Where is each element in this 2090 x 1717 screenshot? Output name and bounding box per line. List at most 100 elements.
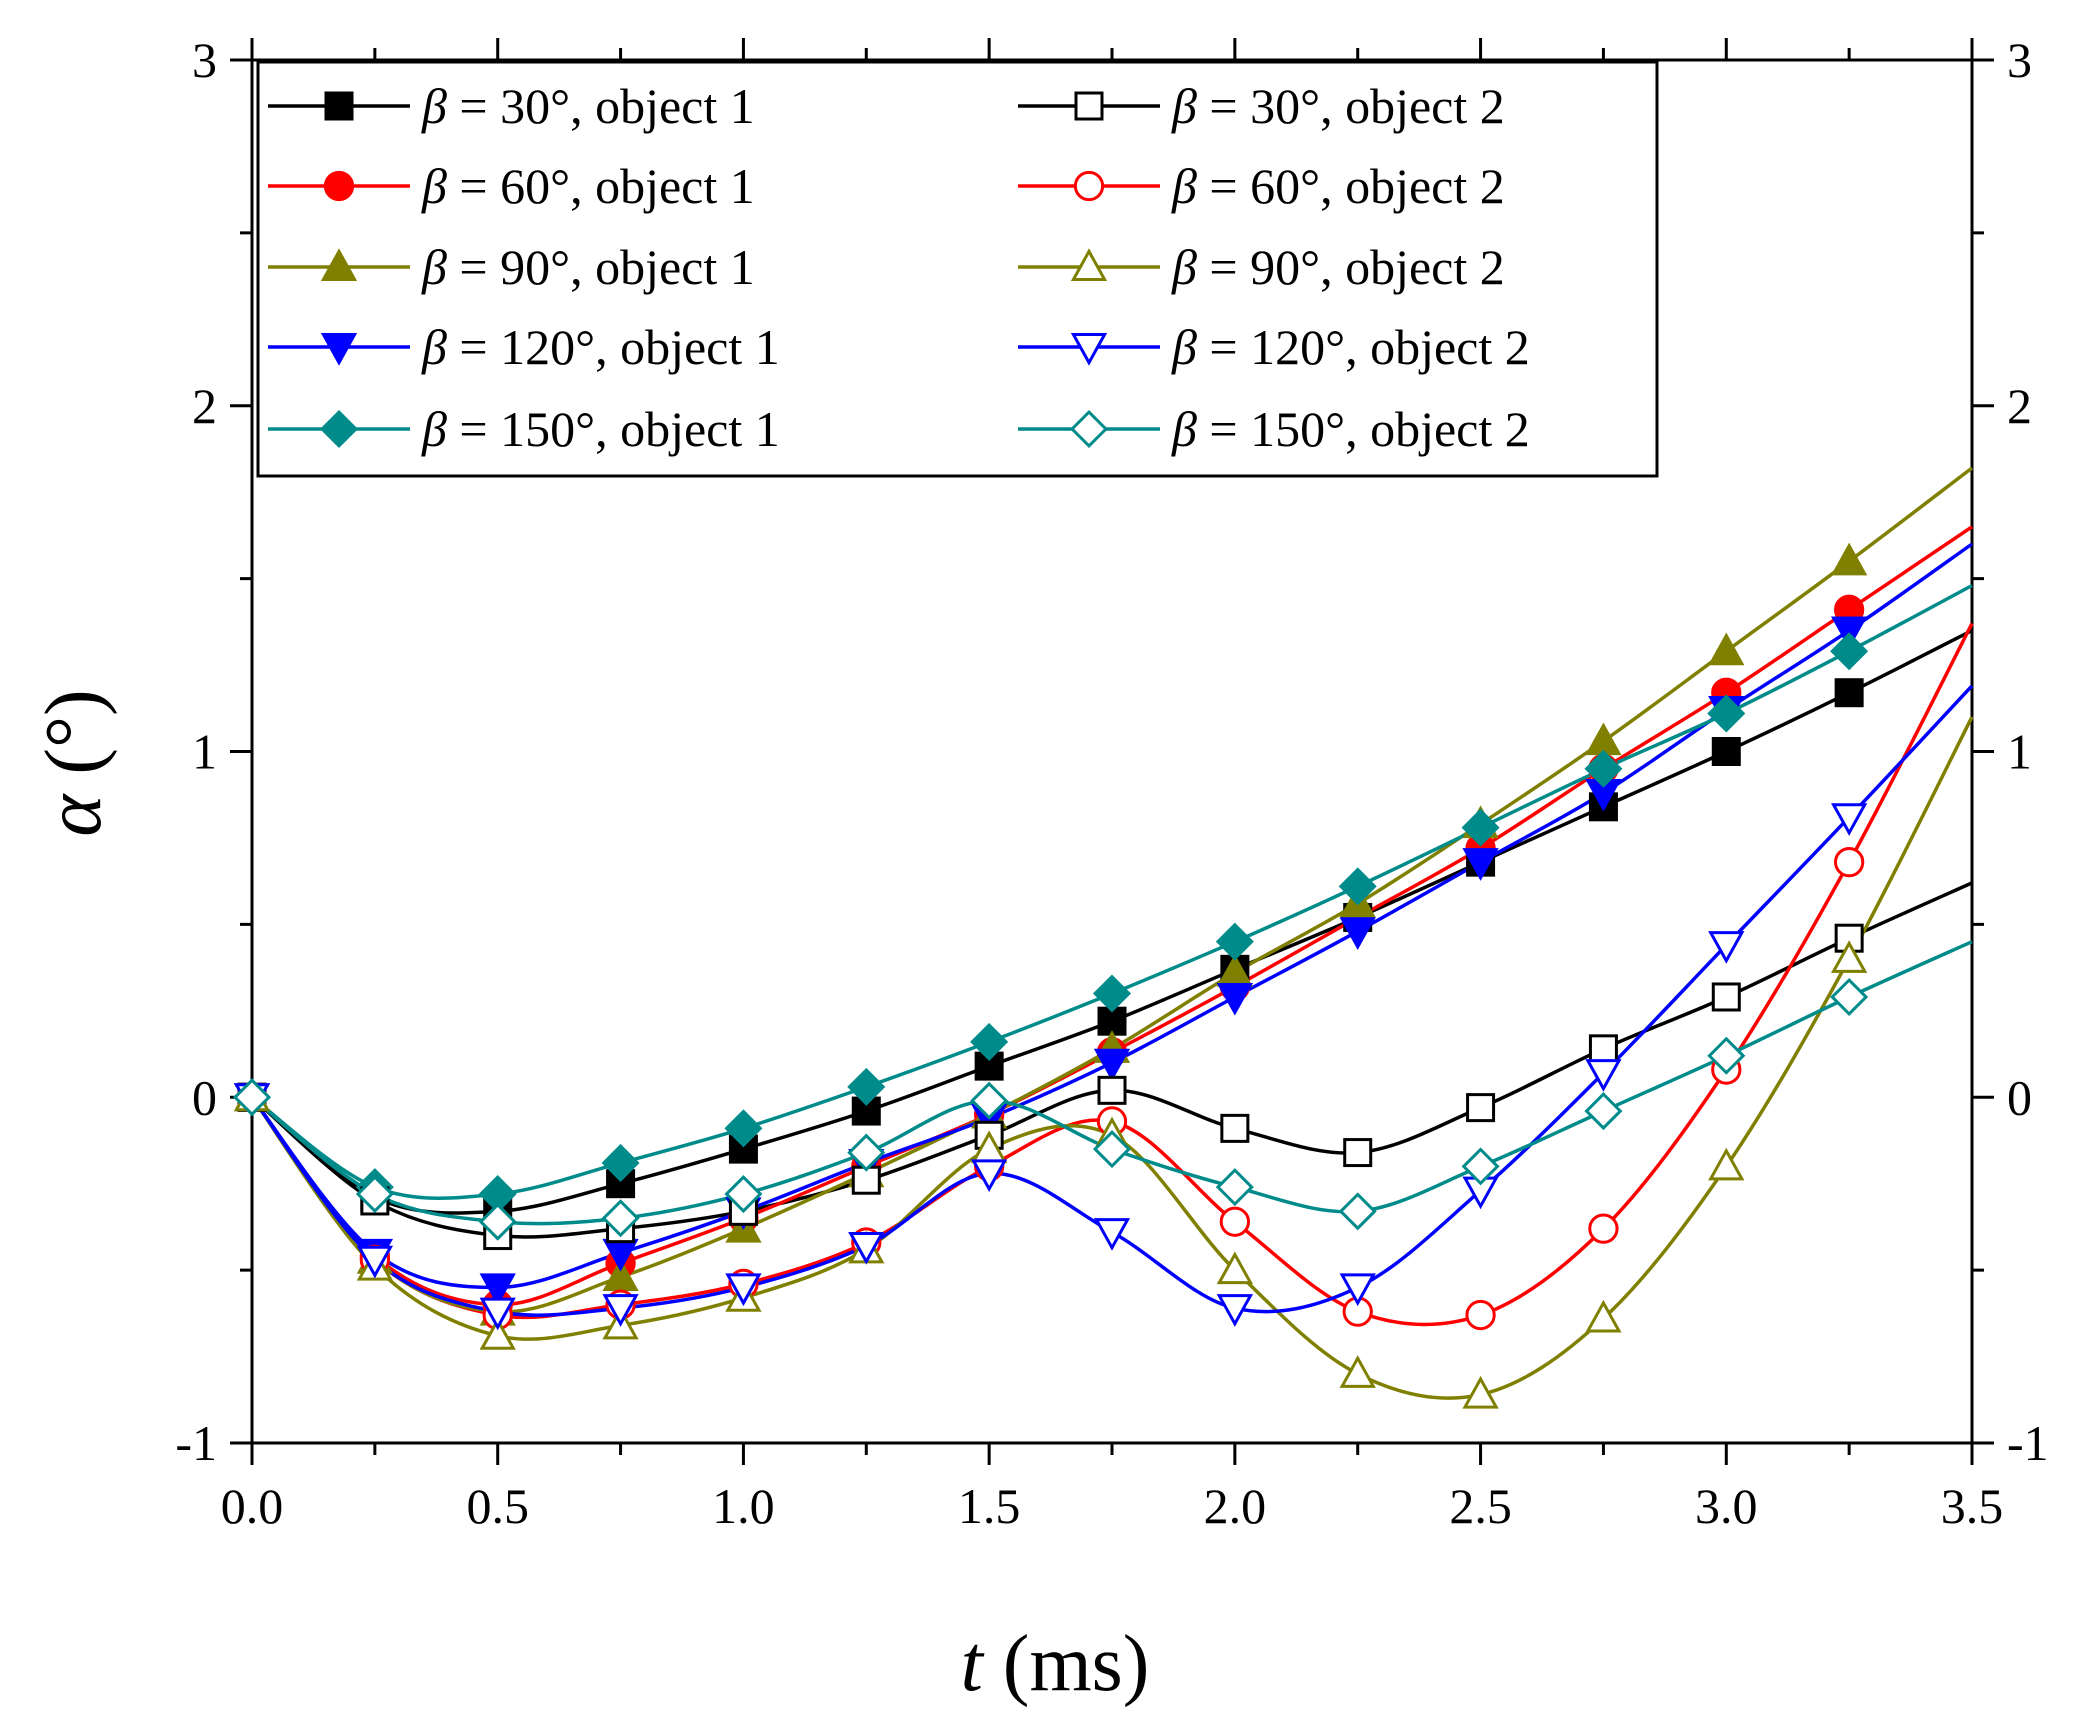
legend-marker: [323, 170, 355, 202]
data-point-series-7: [1216, 983, 1254, 1016]
legend-label: β = 60°, object 1: [421, 158, 755, 214]
data-point-series-6: [479, 1317, 516, 1350]
legend-label-text: = 150°, object 2: [1197, 401, 1530, 457]
data-point-series-8: [848, 1231, 885, 1265]
data-point-series-10: [1584, 1092, 1623, 1131]
data-point-series-10: [724, 1175, 763, 1214]
y-right-tick-label: -1: [2007, 1415, 2049, 1471]
data-point-series-9: [1338, 867, 1377, 906]
data-point-series-10: [1707, 1036, 1746, 1075]
data-point-series-2: [1588, 1034, 1618, 1064]
legend-label-text: = 120°, object 1: [447, 319, 780, 375]
x-tick-label: 2.0: [1204, 1478, 1267, 1534]
data-point-series-10: [601, 1199, 640, 1238]
y-tick-label: 0: [192, 1069, 217, 1125]
legend-item-5: β = 90°, object 1: [268, 239, 755, 295]
legend-label: β = 120°, object 1: [421, 319, 780, 375]
data-point-series-9: [970, 1022, 1009, 1061]
legend-item-1: β = 30°, object 1: [268, 78, 755, 134]
legend-item-8: β = 120°, object 2: [1018, 319, 1530, 375]
data-point-series-10: [478, 1202, 517, 1241]
legend-label-text: = 60°, object 1: [447, 158, 755, 214]
data-point-series-9: [1584, 749, 1623, 788]
data-point-series-7: [1093, 1048, 1131, 1082]
legend-marker: [324, 91, 354, 121]
data-point-series-10: [1215, 1168, 1254, 1207]
legend-beta-symbol: β: [1171, 78, 1197, 134]
data-point-series-8: [970, 1159, 1008, 1193]
legend-label-text: = 30°, object 1: [447, 78, 755, 134]
data-point-series-2: [851, 1165, 881, 1195]
axes-frame: [230, 38, 1994, 1465]
data-point-series-10: [1830, 977, 1869, 1017]
data-point-series-9: [1215, 922, 1254, 961]
legend-marker: [1070, 248, 1108, 281]
data-point-series-5: [1708, 632, 1745, 666]
legend-label-text: = 150°, object 1: [447, 401, 780, 457]
legend-label-text: = 90°, object 1: [447, 239, 755, 295]
data-point-series-7: [1830, 616, 1868, 650]
legend-label: β = 150°, object 2: [1171, 401, 1530, 457]
data-point-series-4: [1219, 1206, 1251, 1237]
legend-beta-symbol: β: [421, 401, 447, 457]
data-point-series-9: [847, 1067, 886, 1106]
data-point-series-8: [356, 1245, 394, 1279]
data-point-series-2: [1466, 1093, 1496, 1123]
legend-label: β = 90°, object 1: [421, 239, 755, 295]
data-point-series-8: [1093, 1218, 1131, 1251]
data-point-series-8: [1830, 803, 1868, 836]
data-point-series-8: [1585, 1059, 1622, 1092]
legend-beta-symbol: β: [1171, 319, 1197, 375]
legend-label: β = 120°, object 2: [1171, 319, 1530, 375]
legend-marker: [320, 333, 358, 366]
legend-marker: [1069, 409, 1109, 449]
y-tick-label: 3: [192, 32, 217, 88]
legend-beta-symbol: β: [421, 319, 447, 375]
data-point-series-10: [1092, 1130, 1132, 1169]
legend-item-2: β = 30°, object 2: [1018, 78, 1505, 134]
data-point-series-5: [1585, 722, 1622, 756]
x-tick-label: 2.5: [1449, 1478, 1512, 1534]
data-point-series-10: [355, 1175, 394, 1214]
data-point-series-7: [1339, 917, 1376, 950]
x-tick-label: 0.5: [466, 1478, 529, 1534]
series-line-8: [250, 684, 1974, 1317]
data-point-series-6: [1339, 1355, 1376, 1388]
y-right-tick-label: 1: [2007, 724, 2032, 780]
data-point-series-9: [1830, 632, 1869, 671]
legend-item-9: β = 150°, object 1: [268, 401, 780, 457]
legend-item-7: β = 120°, object 1: [268, 319, 780, 375]
data-point-series-6: [1708, 1147, 1745, 1181]
x-tick-label: 1.0: [712, 1478, 775, 1534]
y-tick-label: -1: [175, 1415, 217, 1471]
legend-label-text: = 60°, object 2: [1197, 158, 1505, 214]
data-point-series-9: [1092, 974, 1132, 1013]
y-axis-label: α (°): [30, 689, 118, 836]
x-tick-label: 3.0: [1695, 1478, 1758, 1534]
legend-label-text: = 90°, object 2: [1197, 239, 1505, 295]
legend-beta-symbol: β: [421, 158, 447, 214]
legend-label-text: = 120°, object 2: [1197, 319, 1530, 375]
legend-item-10: β = 150°, object 2: [1018, 401, 1530, 457]
legend-label: β = 150°, object 1: [421, 401, 780, 457]
data-point-series-8: [602, 1294, 639, 1327]
data-point-series-4: [1465, 1299, 1496, 1331]
legend-label: β = 90°, object 2: [1171, 239, 1505, 295]
legend-label: β = 30°, object 1: [421, 78, 755, 134]
x-axis-label: t (ms): [961, 1620, 1150, 1708]
data-point-series-9: [1461, 808, 1500, 847]
legend-item-3: β = 60°, object 1: [268, 158, 755, 214]
legend-box: [256, 60, 1659, 478]
data-point-series-2: [1097, 1075, 1127, 1105]
x-tick-label: 1.5: [958, 1478, 1021, 1534]
data-point-series-8: [1339, 1273, 1376, 1307]
legend-item-6: β = 90°, object 2: [1018, 239, 1505, 295]
data-point-series-10: [847, 1133, 886, 1172]
legend-label: β = 60°, object 2: [1171, 158, 1505, 214]
legend-beta-symbol: β: [421, 239, 447, 295]
data-point-series-8: [725, 1273, 762, 1307]
series-line-9: [250, 583, 1973, 1200]
legend-label: β = 30°, object 2: [1171, 78, 1505, 134]
